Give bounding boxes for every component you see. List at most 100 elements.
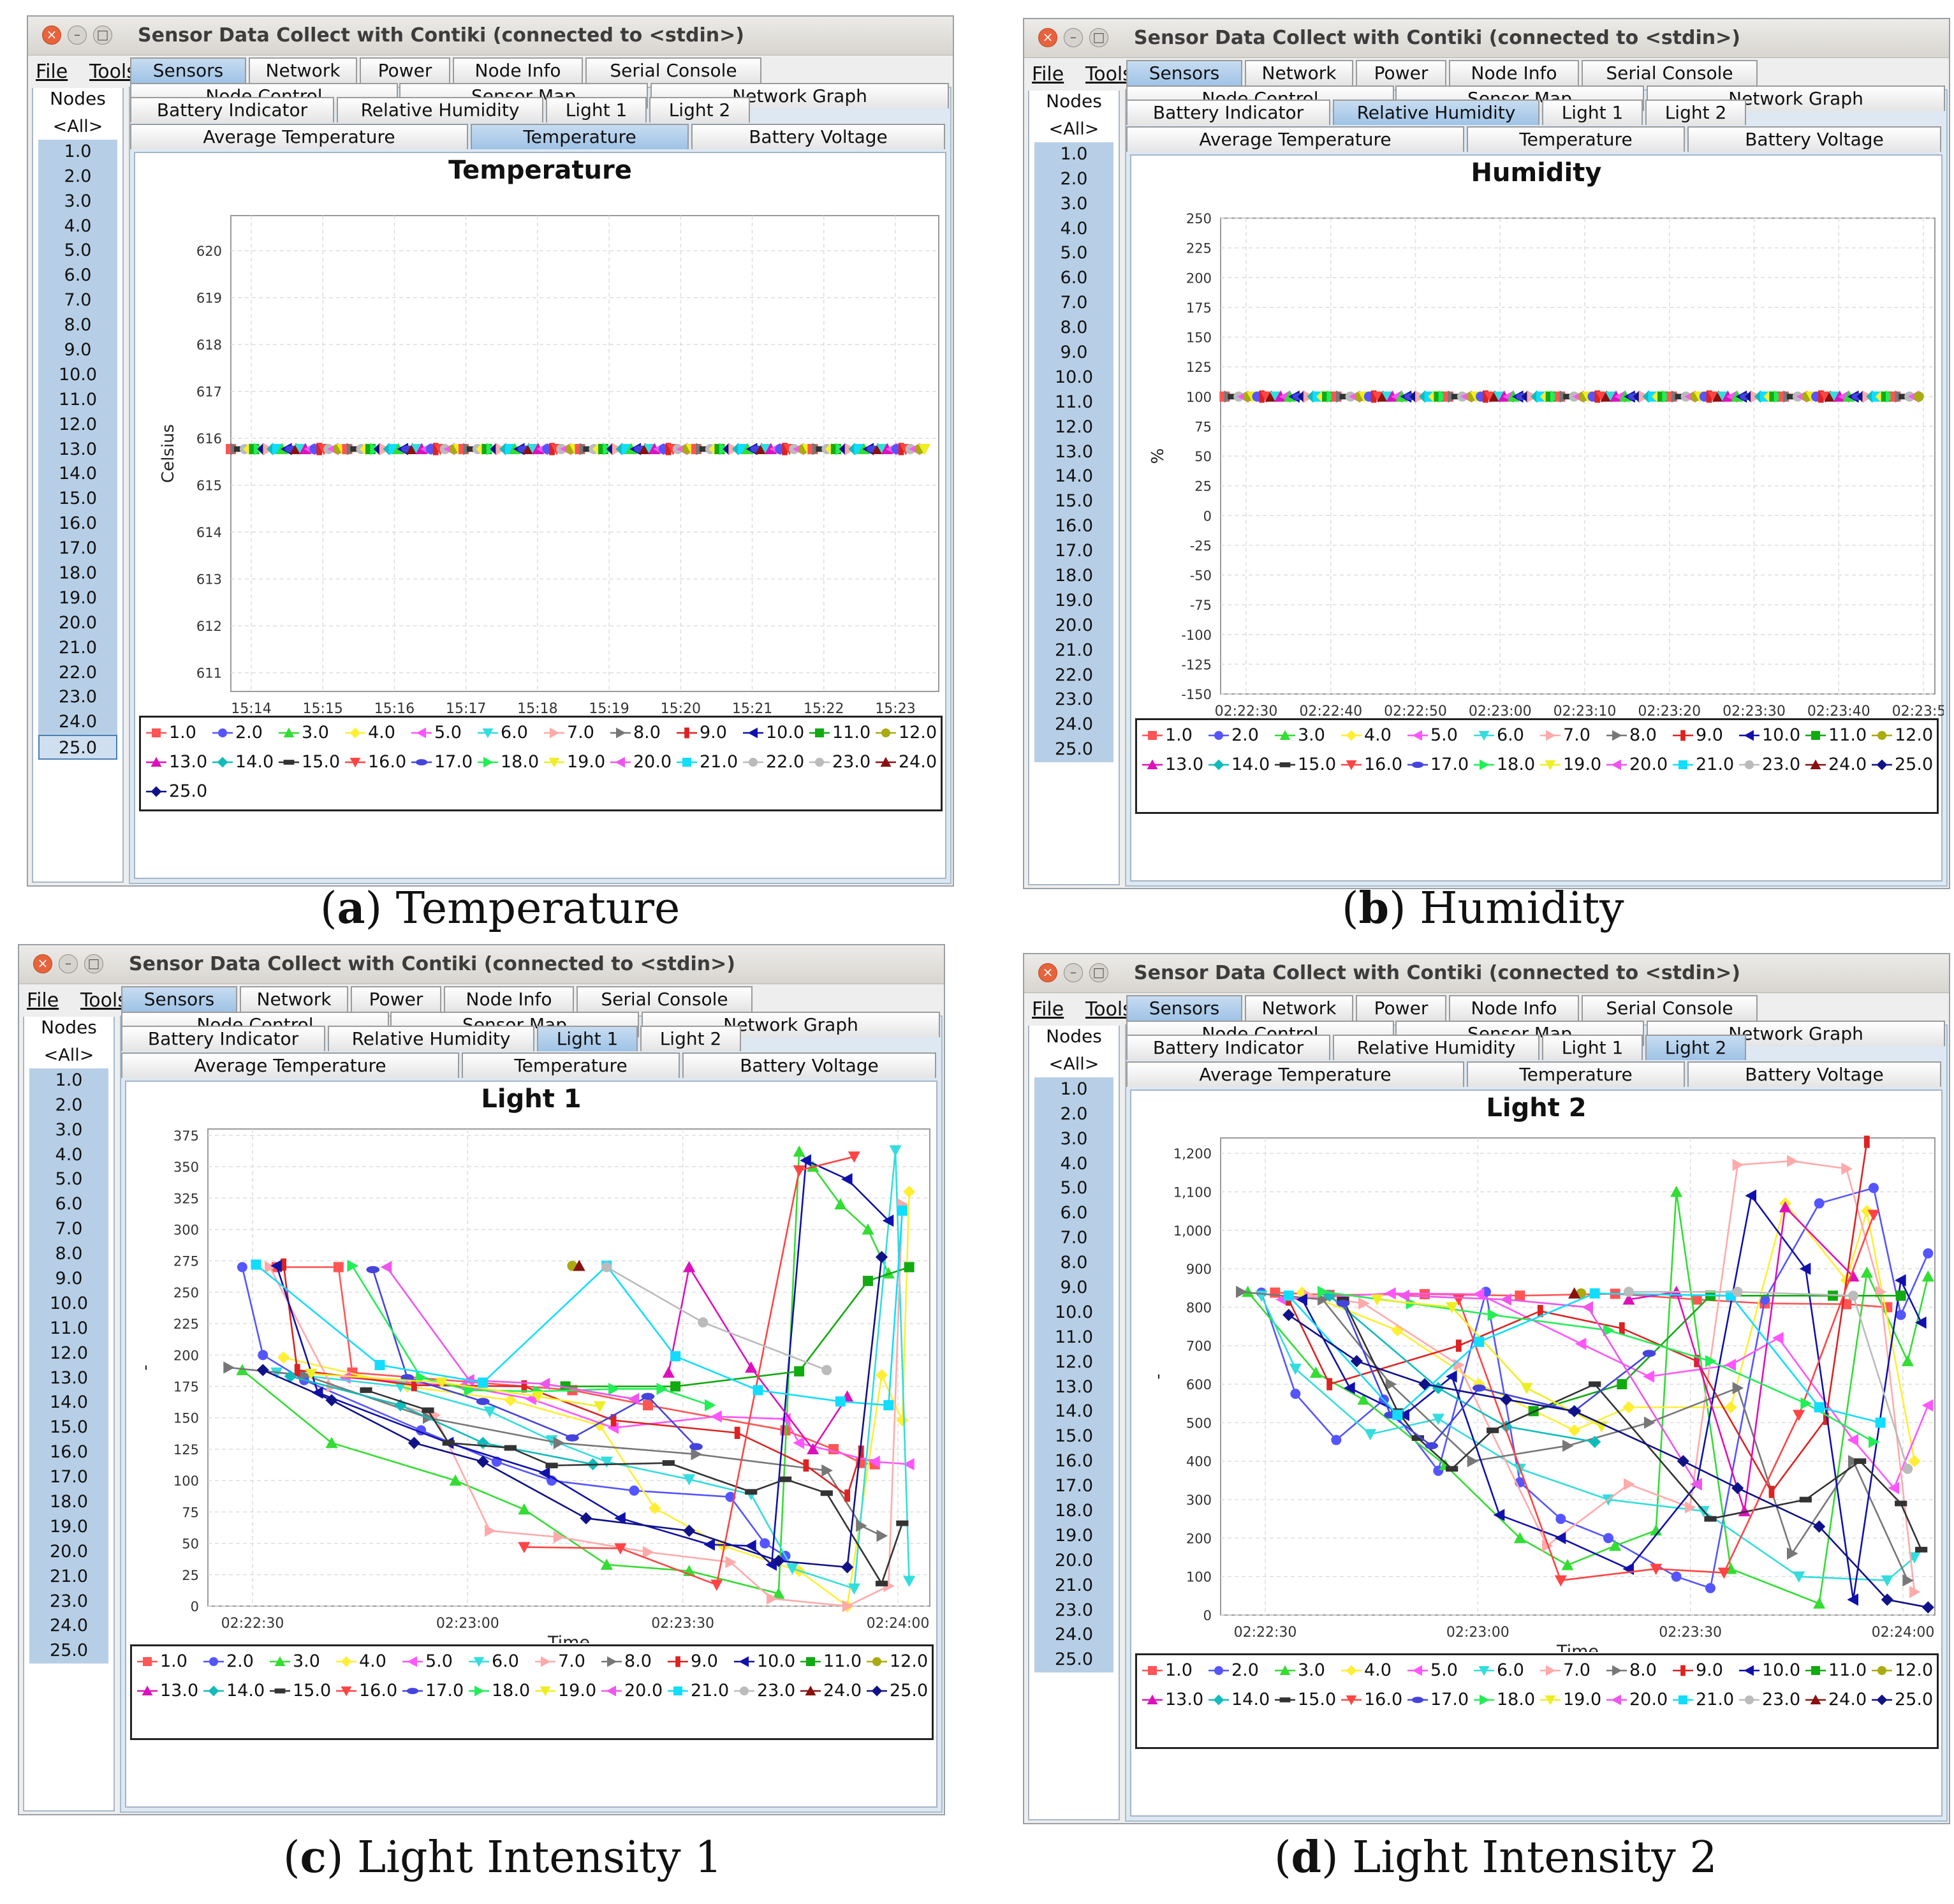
node-item[interactable]: 9.0: [1034, 1276, 1113, 1301]
node-item[interactable]: 11.0: [1034, 1325, 1113, 1350]
node-item[interactable]: 14.0: [1034, 1399, 1113, 1425]
tab-sensors[interactable]: Sensors: [1126, 995, 1242, 1021]
node-item[interactable]: 8.0: [38, 313, 117, 339]
node-item[interactable]: 5.0: [38, 239, 117, 264]
node-item[interactable]: 12.0: [29, 1341, 108, 1366]
node-item[interactable]: 20.0: [1034, 613, 1113, 638]
node-item[interactable]: 17.0: [38, 536, 117, 562]
node-item[interactable]: 15.0: [1034, 489, 1113, 515]
node-item[interactable]: 6.0: [29, 1192, 108, 1218]
node-item[interactable]: 2.0: [38, 164, 117, 189]
tab-sensors[interactable]: Sensors: [121, 986, 237, 1012]
subtab-average-temperature[interactable]: Average Temperature: [121, 1052, 459, 1078]
tab-serial-console[interactable]: Serial Console: [1582, 995, 1758, 1021]
close-button[interactable]: ×: [42, 26, 61, 45]
node-item[interactable]: 24.0: [1034, 712, 1113, 738]
tab-serial-console[interactable]: Serial Console: [1582, 60, 1758, 85]
subtab-temperature[interactable]: Temperature: [471, 124, 689, 149]
node-item[interactable]: 20.0: [29, 1539, 108, 1565]
node-item[interactable]: 4.0: [1034, 1151, 1113, 1177]
node-item[interactable]: 6.0: [1034, 266, 1113, 292]
node-item[interactable]: 20.0: [38, 610, 117, 636]
close-button[interactable]: ×: [33, 954, 52, 973]
menu-file[interactable]: File: [36, 61, 68, 83]
tab-power[interactable]: Power: [351, 986, 441, 1012]
node-item[interactable]: 4.0: [38, 214, 117, 239]
node-item[interactable]: 1.0: [1034, 1077, 1113, 1102]
node-item[interactable]: 17.0: [1034, 539, 1113, 565]
tab-sensors[interactable]: Sensors: [130, 57, 246, 83]
node-item[interactable]: 21.0: [1034, 638, 1113, 663]
subtab-temperature[interactable]: Temperature: [462, 1052, 680, 1078]
node-item[interactable]: 21.0: [38, 635, 117, 661]
menu-tools[interactable]: Tools: [80, 989, 128, 1012]
node-item[interactable]: 18.0: [1034, 1499, 1113, 1524]
tab-node-info[interactable]: Node Info: [1449, 60, 1579, 85]
node-item[interactable]: 23.0: [1034, 688, 1113, 713]
node-item[interactable]: 23.0: [38, 685, 117, 711]
tab-sensors[interactable]: Sensors: [1126, 60, 1242, 85]
node-item[interactable]: 3.0: [29, 1118, 108, 1143]
node-item[interactable]: 11.0: [29, 1316, 108, 1341]
node-item[interactable]: 19.0: [29, 1514, 108, 1540]
node-item[interactable]: 7.0: [1034, 1226, 1113, 1251]
node-item[interactable]: 18.0: [29, 1490, 108, 1515]
node-item[interactable]: 17.0: [1034, 1474, 1113, 1500]
node-item[interactable]: 20.0: [1034, 1548, 1113, 1574]
subtab-light-2[interactable]: Light 2: [640, 1026, 741, 1051]
menu-tools[interactable]: Tools: [89, 61, 136, 83]
node-item[interactable]: 8.0: [29, 1242, 108, 1267]
node-item[interactable]: 15.0: [1034, 1424, 1113, 1450]
node-item[interactable]: 23.0: [29, 1589, 108, 1614]
node-item[interactable]: 5.0: [1034, 1176, 1113, 1202]
node-item[interactable]: 19.0: [1034, 1523, 1113, 1549]
node-item[interactable]: 5.0: [1034, 241, 1113, 267]
subtab-relative-humidity[interactable]: Relative Humidity: [1333, 100, 1539, 125]
node-item[interactable]: 13.0: [1034, 1375, 1113, 1400]
subtab-battery-indicator[interactable]: Battery Indicator: [1126, 1035, 1330, 1060]
node-item[interactable]: 25.0: [1034, 1648, 1113, 1673]
maximize-button[interactable]: □: [84, 954, 103, 973]
node-item[interactable]: 10.0: [1034, 1300, 1113, 1325]
node-item[interactable]: 6.0: [1034, 1201, 1113, 1227]
node-item[interactable]: 3.0: [1034, 191, 1113, 217]
node-item[interactable]: 1.0: [38, 139, 117, 165]
subtab-battery-voltage[interactable]: Battery Voltage: [1687, 1061, 1941, 1087]
subtab-light-1[interactable]: Light 1: [537, 1026, 638, 1051]
node-item[interactable]: 9.0: [29, 1267, 108, 1292]
node-item[interactable]: 19.0: [38, 586, 117, 611]
node-item[interactable]: 7.0: [29, 1217, 108, 1243]
subtab-light-1[interactable]: Light 1: [1542, 100, 1643, 125]
menu-file[interactable]: File: [1032, 998, 1064, 1021]
node-item[interactable]: 18.0: [38, 561, 117, 586]
subtab-light-1[interactable]: Light 1: [546, 97, 647, 122]
node-item[interactable]: 11.0: [1034, 390, 1113, 415]
node-item[interactable]: 24.0: [1034, 1623, 1113, 1648]
node-item[interactable]: 13.0: [29, 1366, 108, 1391]
node-item[interactable]: 1.0: [1034, 142, 1113, 167]
tab-node-info[interactable]: Node Info: [444, 986, 574, 1012]
tab-power[interactable]: Power: [1356, 995, 1446, 1021]
node-item[interactable]: 6.0: [38, 263, 117, 289]
node-item[interactable]: 24.0: [38, 710, 117, 735]
subtab-battery-indicator[interactable]: Battery Indicator: [1126, 100, 1330, 125]
subtab-light-2[interactable]: Light 2: [649, 97, 750, 122]
subtab-temperature[interactable]: Temperature: [1467, 1061, 1685, 1087]
node-item[interactable]: 25.0: [38, 735, 117, 760]
subtab-temperature[interactable]: Temperature: [1467, 126, 1685, 152]
node-item[interactable]: 4.0: [1034, 216, 1113, 242]
node-item[interactable]: 17.0: [29, 1465, 108, 1491]
subtab-average-temperature[interactable]: Average Temperature: [1126, 1061, 1464, 1087]
close-button[interactable]: ×: [1038, 963, 1057, 982]
node-item-all[interactable]: <All>: [1034, 1052, 1113, 1077]
node-item[interactable]: 13.0: [38, 437, 117, 462]
node-item[interactable]: 22.0: [38, 660, 117, 686]
subtab-relative-humidity[interactable]: Relative Humidity: [337, 97, 543, 122]
tab-serial-console[interactable]: Serial Console: [577, 986, 753, 1012]
node-item[interactable]: 8.0: [1034, 1251, 1113, 1276]
subtab-light-1[interactable]: Light 1: [1542, 1035, 1643, 1060]
tab-network[interactable]: Network: [249, 57, 357, 83]
node-item[interactable]: 2.0: [29, 1093, 108, 1118]
node-item[interactable]: 25.0: [1034, 737, 1113, 763]
node-item[interactable]: 16.0: [1034, 1449, 1113, 1475]
